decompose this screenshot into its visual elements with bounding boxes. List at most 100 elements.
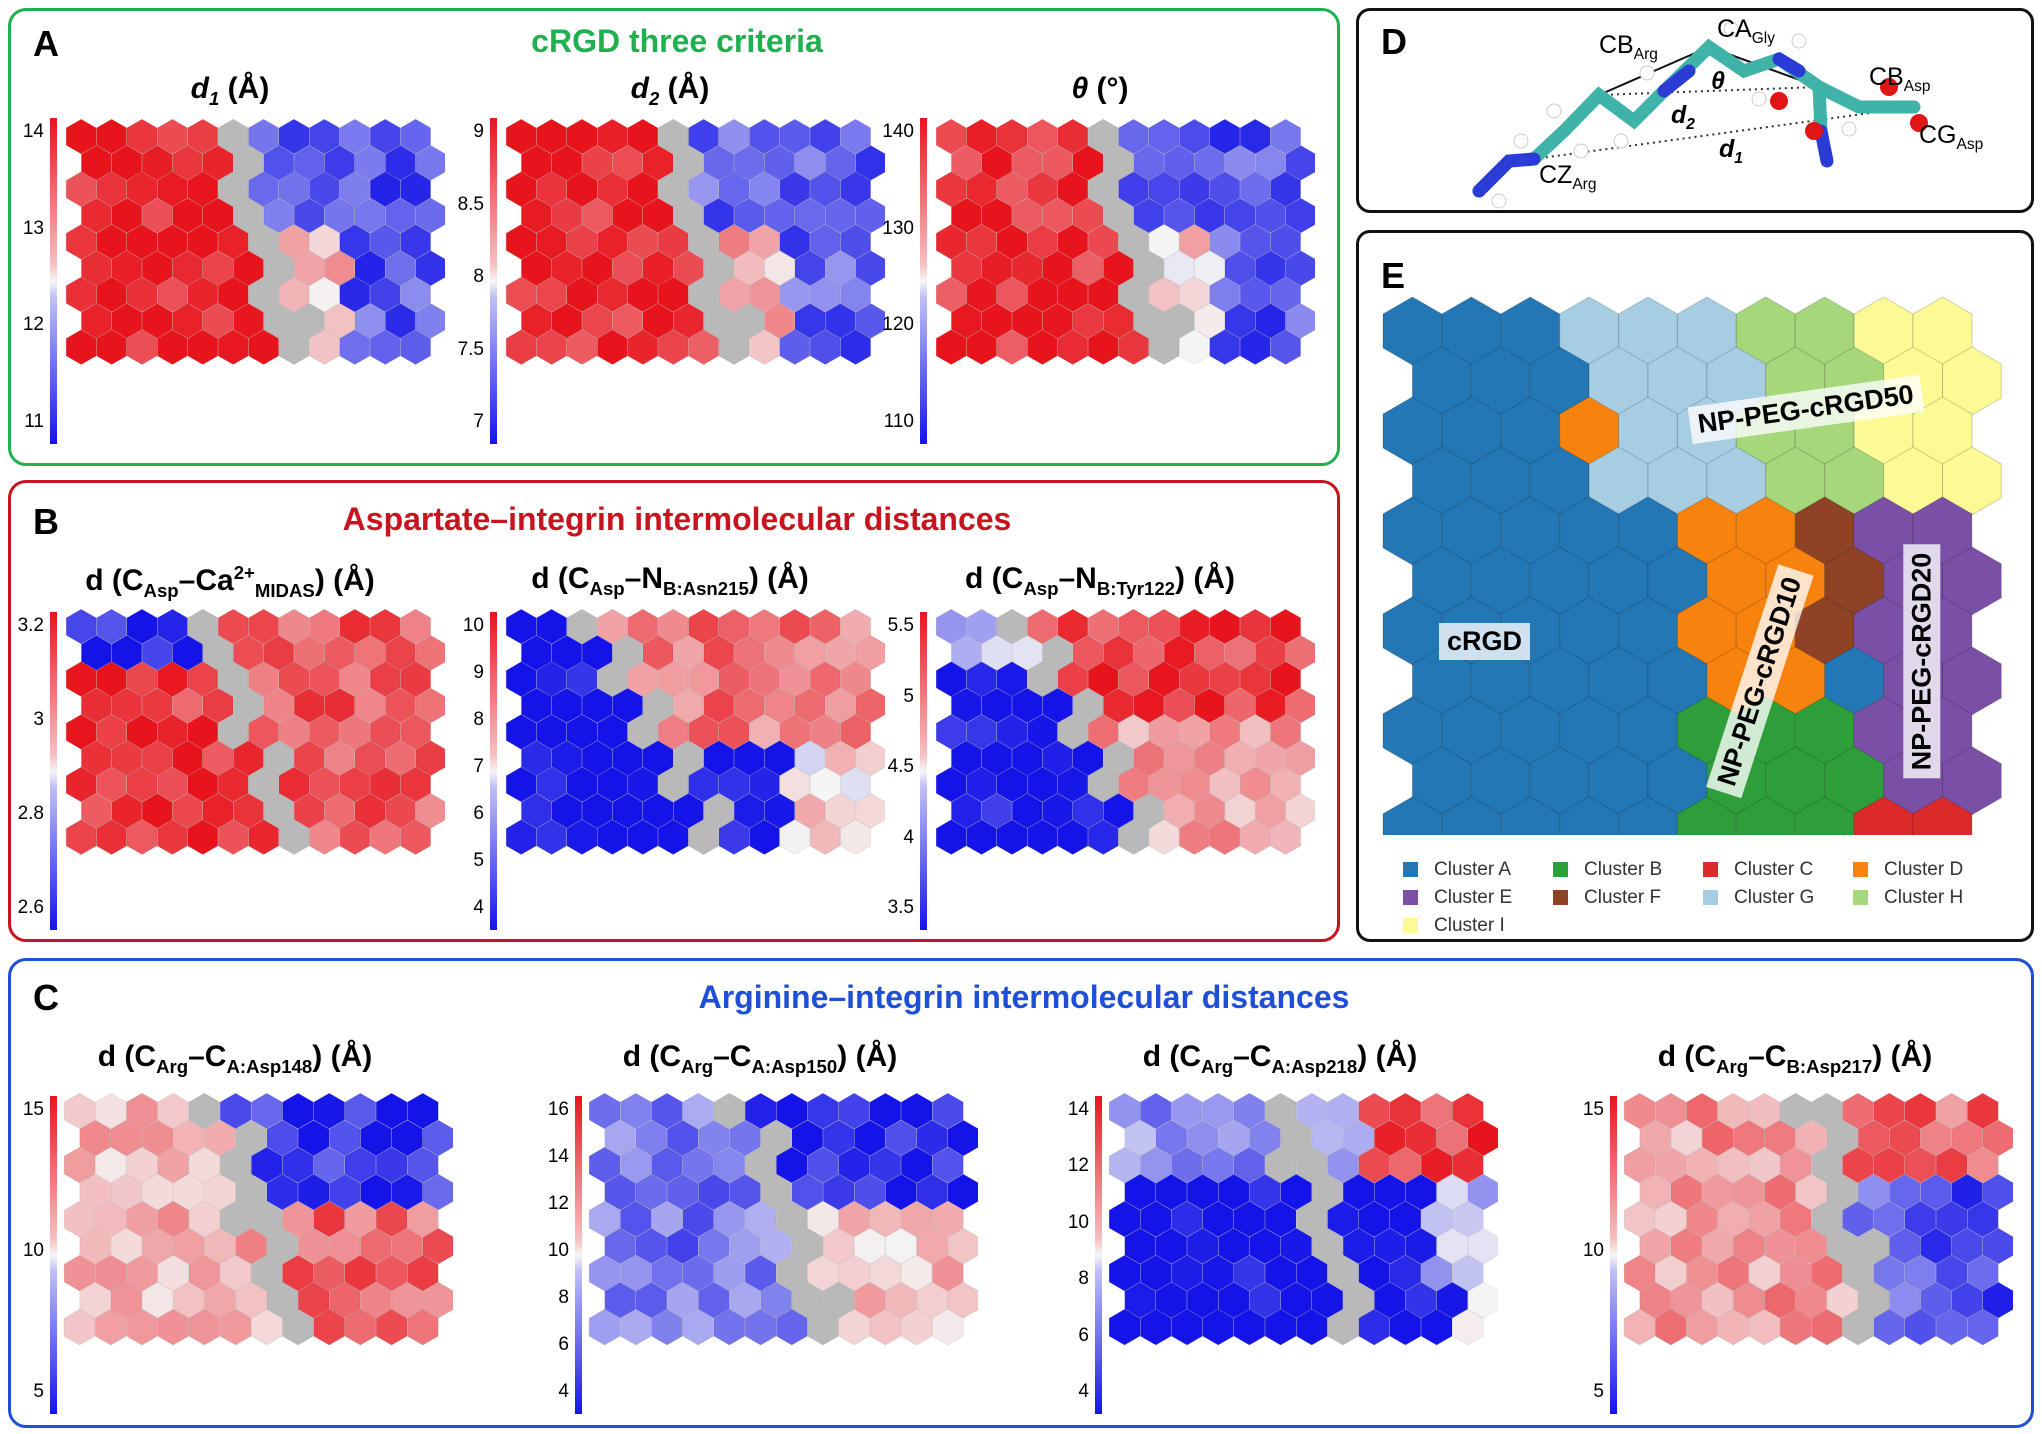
asp218-colorbar — [1095, 1096, 1102, 1414]
panel-e-letter: E — [1381, 255, 1406, 296]
hex-cell — [415, 687, 445, 724]
hex-cell — [400, 714, 432, 750]
hex-cell — [1342, 1227, 1375, 1265]
hex-cell — [375, 1200, 408, 1238]
hex-cell — [1951, 1227, 1984, 1265]
hex-cell — [1904, 1308, 1937, 1346]
hex-cell — [1795, 1227, 1828, 1265]
hex-cell — [824, 303, 856, 339]
hex-cell — [354, 635, 386, 671]
hex-cell — [415, 635, 445, 671]
legend-label: Cluster I — [1434, 915, 1505, 936]
hex-cell — [809, 608, 841, 645]
hex-cell — [1057, 608, 1089, 645]
hex-cell — [328, 1227, 361, 1265]
hex-cell — [1209, 661, 1241, 698]
hex-cell — [627, 766, 659, 803]
hex-cell — [369, 766, 401, 803]
legend-label: Cluster C — [1734, 859, 1814, 880]
hex-cell — [1655, 1146, 1687, 1184]
colorbar-tick-label: 12 — [22, 314, 44, 336]
hex-cell — [360, 1227, 392, 1265]
hex-cell — [551, 145, 583, 181]
ca-midas-label: d (CAsp–Ca2+MIDAS) (Å) — [85, 562, 375, 601]
hex-cell — [1133, 793, 1165, 829]
hex-cell — [1451, 1146, 1484, 1184]
hex-cell — [63, 1254, 96, 1292]
hex-cell — [219, 1308, 252, 1346]
hex-cell — [1087, 819, 1119, 855]
hex-cell — [1982, 1227, 2013, 1265]
hex-cell — [1118, 329, 1150, 365]
hex-cell — [111, 197, 143, 234]
hex-cell — [63, 1146, 96, 1184]
hex-cell — [551, 740, 583, 777]
hex-cell — [250, 1308, 283, 1346]
hex-cell — [1935, 1200, 1968, 1238]
hex-cell — [505, 329, 537, 365]
hex-cell — [718, 171, 750, 208]
hex-cell — [1124, 1227, 1156, 1265]
d1-guide-line — [1533, 106, 1915, 160]
hex-cell — [666, 1227, 699, 1265]
hex-cell — [172, 303, 204, 339]
hex-cell — [1327, 1308, 1359, 1346]
legend-swatch — [1703, 862, 1718, 877]
hex-cell — [1451, 1254, 1484, 1292]
asp150-label: d (CArg–CA:Asp150) (Å) — [622, 1040, 898, 1077]
hex-cell — [157, 1308, 189, 1346]
hex-cell — [1148, 661, 1180, 698]
d1-label: d1 (Å) — [190, 72, 270, 109]
hex-cell — [1342, 1281, 1375, 1319]
hex-cell — [682, 1254, 714, 1292]
hex-cell — [966, 171, 997, 208]
hex-cell — [328, 1119, 361, 1157]
hex-cell — [293, 635, 325, 671]
hex-cell — [1133, 635, 1165, 671]
hex-cell — [748, 819, 780, 855]
hex-cell — [1108, 1092, 1141, 1130]
hex-cell — [1982, 1119, 2013, 1157]
hex-cell — [612, 793, 644, 829]
hex-cell — [297, 1173, 330, 1211]
hex-cell — [369, 819, 401, 855]
hex-cell — [250, 1146, 283, 1184]
hex-cell — [791, 1227, 824, 1265]
legend-item: Cluster B — [1553, 859, 1662, 881]
hex-cell — [375, 1308, 408, 1346]
hex-cell — [1389, 1200, 1422, 1238]
colorbar-tick-label: 10 — [1067, 1211, 1089, 1233]
hex-cell — [172, 250, 204, 287]
hex-cell — [126, 276, 158, 313]
hex-cell — [1186, 1227, 1219, 1265]
hex-cell — [384, 793, 416, 829]
hex-cell — [855, 145, 885, 181]
hex-cell — [1042, 197, 1074, 234]
hex-cell — [278, 276, 310, 313]
legend-swatch — [1703, 890, 1718, 905]
hex-cell — [1285, 635, 1315, 671]
hex-cell — [718, 224, 750, 260]
hex-cell — [1733, 1173, 1765, 1211]
hex-cell — [627, 661, 659, 698]
hex-cell — [1420, 1200, 1453, 1238]
hex-cell — [840, 171, 872, 208]
hex-cell — [1389, 1092, 1422, 1130]
hex-cell — [824, 250, 856, 287]
hex-cell — [869, 1200, 902, 1238]
hex-cell — [627, 171, 659, 208]
hex-cell — [642, 793, 674, 829]
asp148-colorbar — [50, 1096, 57, 1414]
hex-cell — [791, 1119, 824, 1157]
hex-cell — [141, 793, 173, 829]
colorbar-tick-label: 5 — [33, 1381, 44, 1402]
hex-cell — [779, 608, 811, 645]
hex-cell — [1904, 1254, 1937, 1292]
hex-cell — [520, 145, 552, 181]
asn215-label: d (CAsp–NB:Asn215) (Å) — [531, 562, 809, 599]
hex-cell — [1178, 276, 1210, 313]
hex-cell — [1358, 1146, 1391, 1184]
hex-cell — [1057, 714, 1089, 750]
hex-cell — [703, 303, 735, 339]
hex-cell — [141, 145, 173, 181]
